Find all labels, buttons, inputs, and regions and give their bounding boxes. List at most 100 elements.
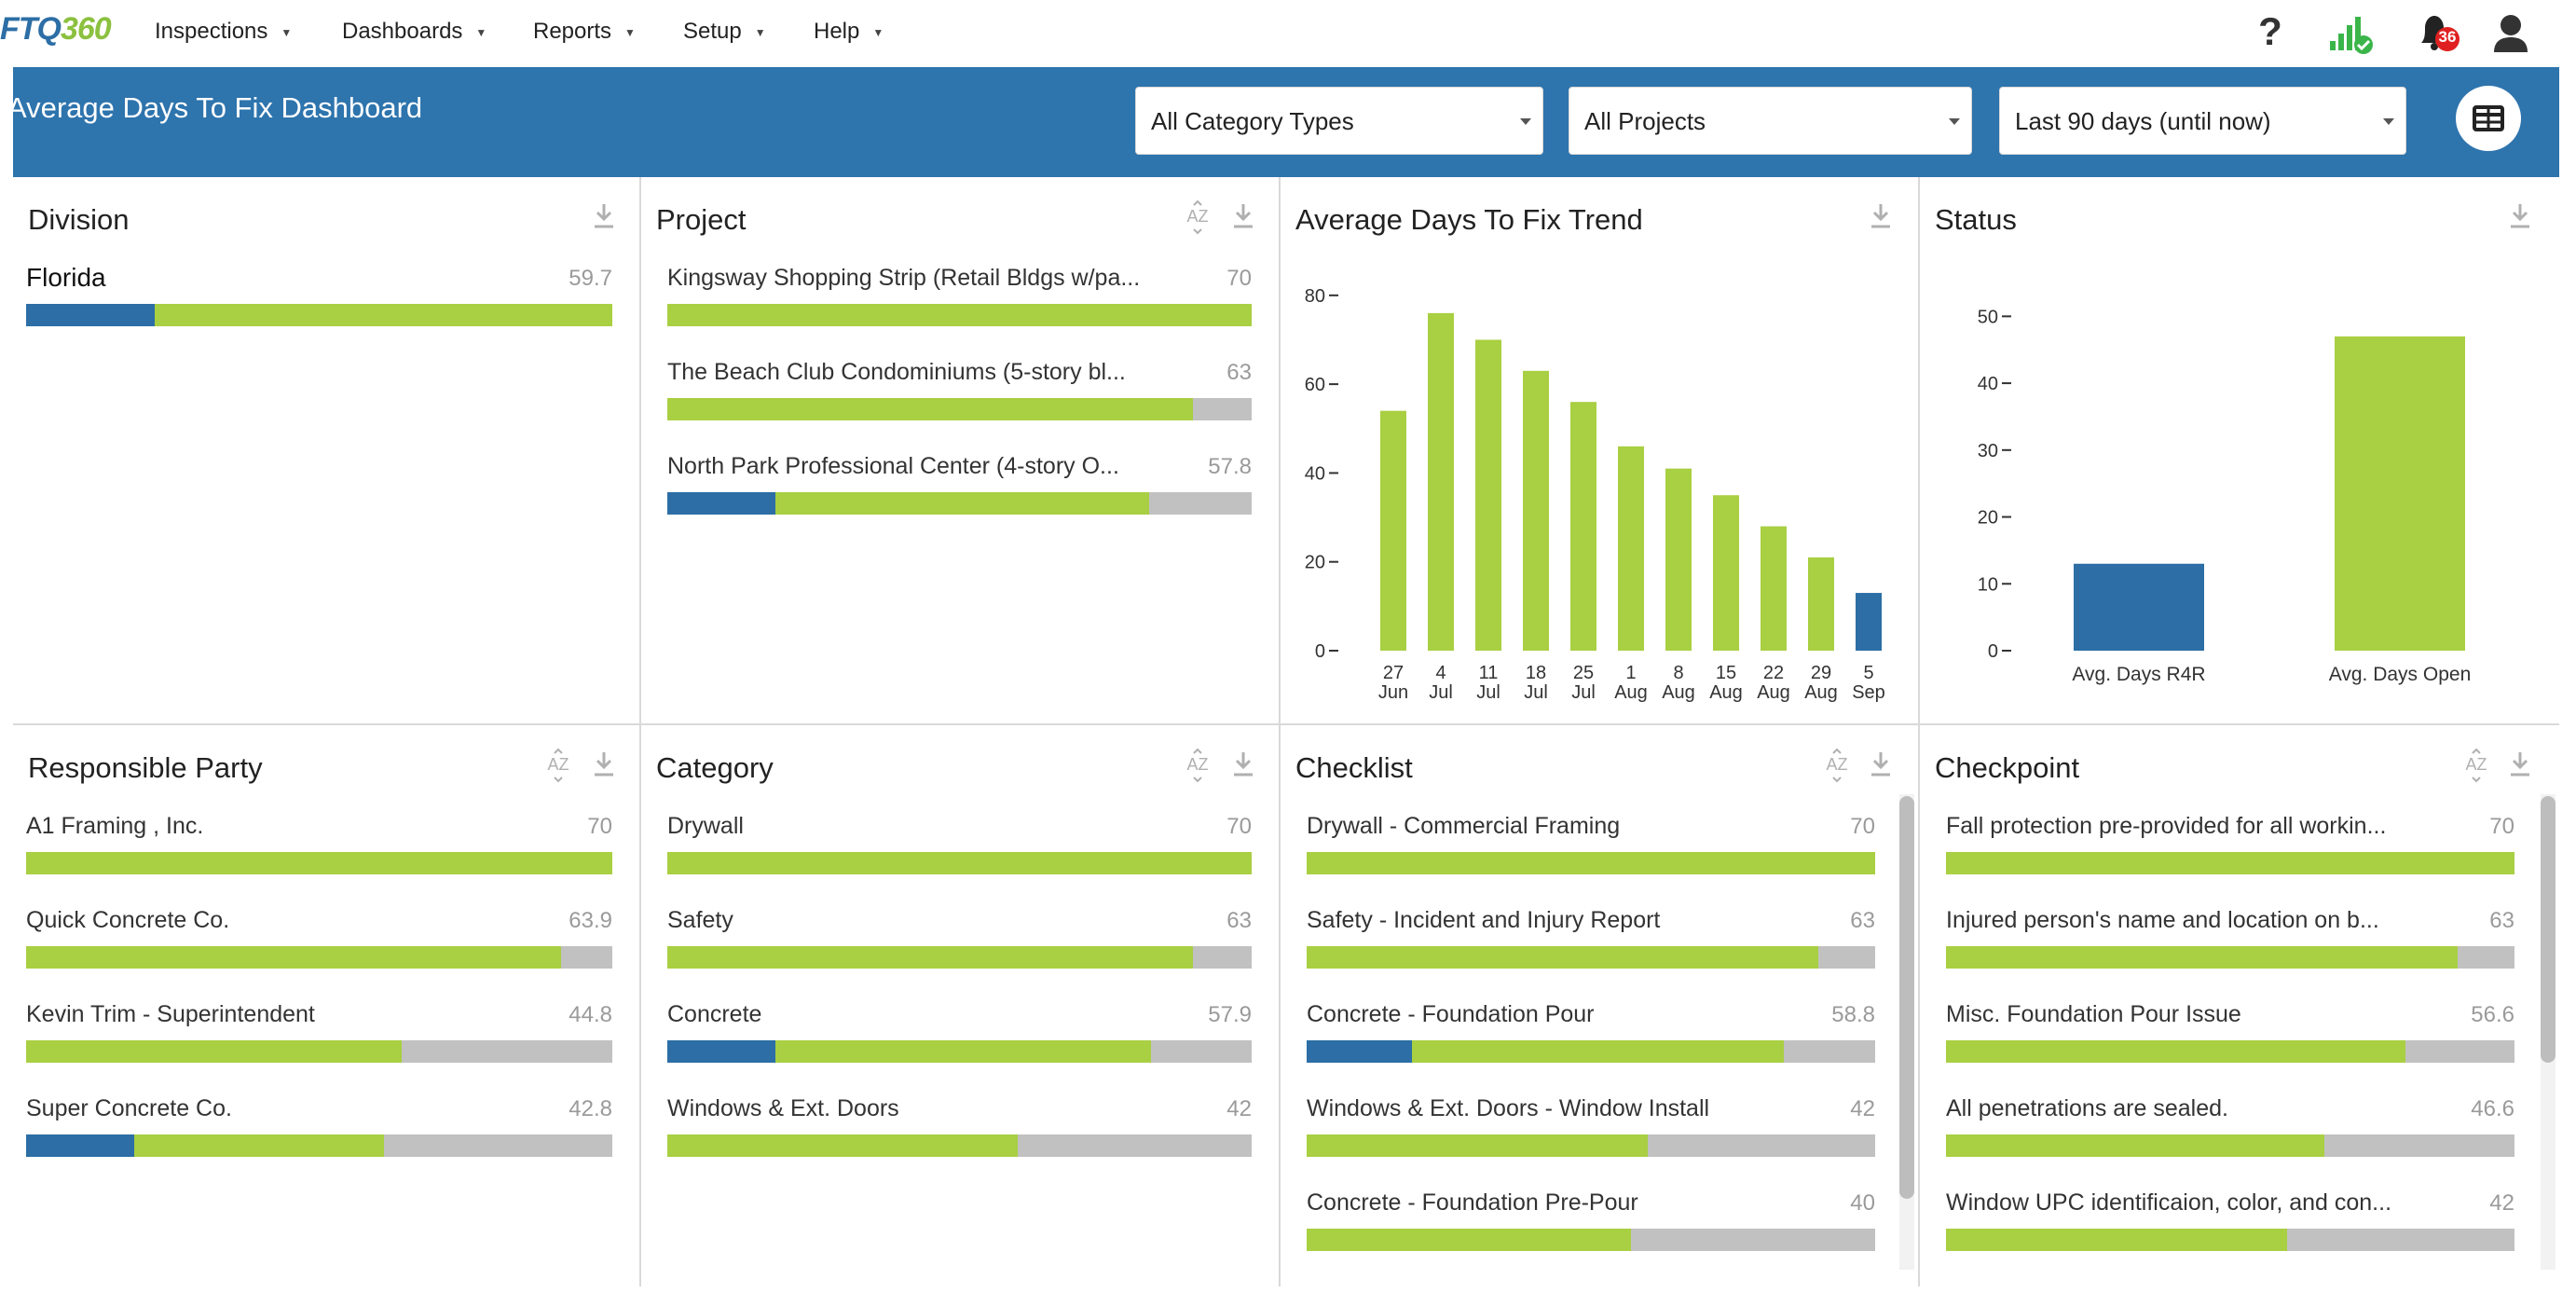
row-label[interactable]: Concrete - Foundation Pre-Pour <box>1307 1189 1638 1216</box>
row-value: 42 <box>1850 1096 1875 1121</box>
row-bar-blue-segment <box>667 1040 775 1063</box>
app-logo[interactable]: FTQ360 <box>0 11 112 48</box>
row-label[interactable]: North Park Professional Center (4-story … <box>667 453 1119 479</box>
row-bar[interactable] <box>1946 1229 2514 1251</box>
row-label[interactable]: Florida <box>26 263 106 292</box>
row-bar[interactable] <box>667 1040 1252 1063</box>
svg-text:AZ: AZ <box>547 755 569 774</box>
row-label[interactable]: Drywall - Commercial Framing <box>1307 813 1621 839</box>
row-label[interactable]: Safety - Incident and Injury Report <box>1307 907 1661 933</box>
chart-bar[interactable] <box>1665 468 1692 651</box>
download-icon[interactable] <box>1230 201 1256 236</box>
chart-bar[interactable] <box>1856 593 1882 651</box>
nav-dashboards[interactable]: Dashboards ▼ <box>342 19 486 45</box>
nav-inspections[interactable]: Inspections ▼ <box>155 19 292 45</box>
row-bar[interactable] <box>1946 1134 2514 1157</box>
row-bar[interactable] <box>1307 1134 1875 1157</box>
row-bar[interactable] <box>667 852 1252 874</box>
sort-az-icon[interactable]: AZ <box>2462 748 2490 790</box>
help-icon[interactable]: ? <box>2254 9 2287 59</box>
notifications-badge: 36 <box>2438 28 2457 46</box>
chart-bar[interactable] <box>1618 446 1644 651</box>
row-bar[interactable] <box>26 1134 612 1157</box>
nav-setup[interactable]: Setup ▼ <box>683 19 766 45</box>
row-bar[interactable] <box>667 398 1252 420</box>
download-icon[interactable] <box>591 201 617 236</box>
chart-bar[interactable] <box>1713 495 1739 651</box>
row-label[interactable]: The Beach Club Condominiums (5-story bl.… <box>667 359 1126 385</box>
notifications-bell-icon[interactable]: 36 <box>2414 11 2462 61</box>
row-bar[interactable] <box>1307 1229 1875 1251</box>
chart-bar[interactable] <box>2074 563 2204 651</box>
divider <box>1918 177 1920 1286</box>
row-bar[interactable] <box>667 492 1252 515</box>
layout-grid-button[interactable] <box>2456 86 2521 151</box>
row-bar[interactable] <box>1946 946 2514 969</box>
sort-az-icon[interactable]: AZ <box>1184 199 1212 241</box>
row-bar[interactable] <box>1946 1040 2514 1063</box>
row-label[interactable]: Injured person's name and location on b.… <box>1946 907 2379 933</box>
row-label[interactable]: Misc. Foundation Pour Issue <box>1946 1001 2241 1027</box>
row-bar[interactable] <box>667 1134 1252 1157</box>
row-label[interactable]: Windows & Ext. Doors - Window Install <box>1307 1095 1710 1121</box>
top-nav: FTQ360 Inspections ▼ Dashboards ▼ Reports ▼… <box>0 0 2576 67</box>
chart-bar[interactable] <box>1380 410 1406 651</box>
download-icon[interactable] <box>1868 201 1894 236</box>
row-label[interactable]: All penetrations are sealed. <box>1946 1095 2228 1121</box>
checklist-scrollbar-thumb[interactable] <box>1899 796 1914 1199</box>
row-bar[interactable] <box>26 304 612 326</box>
chart-bar[interactable] <box>1523 370 1549 651</box>
download-icon[interactable] <box>2507 201 2533 236</box>
category-types-select[interactable]: All Category Types <box>1135 87 1543 155</box>
chart-bar[interactable] <box>1570 402 1596 651</box>
nav-reports[interactable]: Reports ▼ <box>533 19 636 45</box>
y-tick-label: 0 <box>1988 641 1998 662</box>
row-label[interactable]: Window UPC identificaion, color, and con… <box>1946 1189 2392 1216</box>
download-icon[interactable] <box>591 749 617 784</box>
sort-az-icon[interactable]: AZ <box>1184 748 1212 790</box>
nav-help[interactable]: Help ▼ <box>814 19 884 45</box>
user-avatar-icon[interactable] <box>2492 13 2529 59</box>
chart-bar[interactable] <box>1475 339 1501 651</box>
download-icon[interactable] <box>1230 749 1256 784</box>
chart-bar[interactable] <box>1761 526 1787 651</box>
signal-status-icon[interactable] <box>2328 13 2375 61</box>
chart-bar[interactable] <box>1808 557 1834 651</box>
download-icon[interactable] <box>2507 749 2533 784</box>
row-bar[interactable] <box>26 852 612 874</box>
row-value: 56.6 <box>2471 1002 2514 1027</box>
x-tick-label: 27 <box>1383 663 1404 683</box>
row-label[interactable]: Fall protection pre-provided for all wor… <box>1946 813 2387 839</box>
row-bar[interactable] <box>1307 946 1875 969</box>
row-bar[interactable] <box>26 1040 612 1063</box>
row-bar[interactable] <box>1307 852 1875 874</box>
date-range-select[interactable]: Last 90 days (until now) <box>1999 87 2406 155</box>
row-label[interactable]: Safety <box>667 907 733 933</box>
checkpoint-scrollbar-thumb[interactable] <box>2541 796 2555 1063</box>
x-tick-label: Avg. Days Open <box>2329 664 2472 685</box>
chart-bar[interactable] <box>1428 312 1454 651</box>
row-label[interactable]: Drywall <box>667 813 744 839</box>
row-label[interactable]: Quick Concrete Co. <box>26 907 230 933</box>
row-label[interactable]: Concrete <box>667 1001 762 1027</box>
row-label[interactable]: A1 Framing , Inc. <box>26 813 204 839</box>
row-bar[interactable] <box>1307 1040 1875 1063</box>
row-bar[interactable] <box>1946 852 2514 874</box>
row-label[interactable]: Windows & Ext. Doors <box>667 1095 899 1121</box>
row-bar-blue-segment <box>26 1134 135 1157</box>
download-icon[interactable] <box>1868 749 1894 784</box>
projects-select[interactable]: All Projects <box>1569 87 1972 155</box>
row-label[interactable]: Kevin Trim - Superintendent <box>26 1001 315 1027</box>
row-label[interactable]: Super Concrete Co. <box>26 1095 232 1121</box>
x-tick-label: Jul <box>1429 682 1453 703</box>
row-bar[interactable] <box>667 304 1252 326</box>
row-label[interactable]: Concrete - Foundation Pour <box>1307 1001 1595 1027</box>
sort-az-icon[interactable]: AZ <box>544 748 572 790</box>
sort-az-icon[interactable]: AZ <box>1823 748 1851 790</box>
checklist-panel: Checklist AZ Drywall - Commercial Framin… <box>1281 727 1918 1286</box>
chart-bar[interactable] <box>2335 336 2465 651</box>
category-types-value: All Category Types <box>1151 107 1354 135</box>
row-bar[interactable] <box>26 946 612 969</box>
row-label[interactable]: Kingsway Shopping Strip (Retail Bldgs w/… <box>667 265 1141 291</box>
row-bar[interactable] <box>667 946 1252 969</box>
